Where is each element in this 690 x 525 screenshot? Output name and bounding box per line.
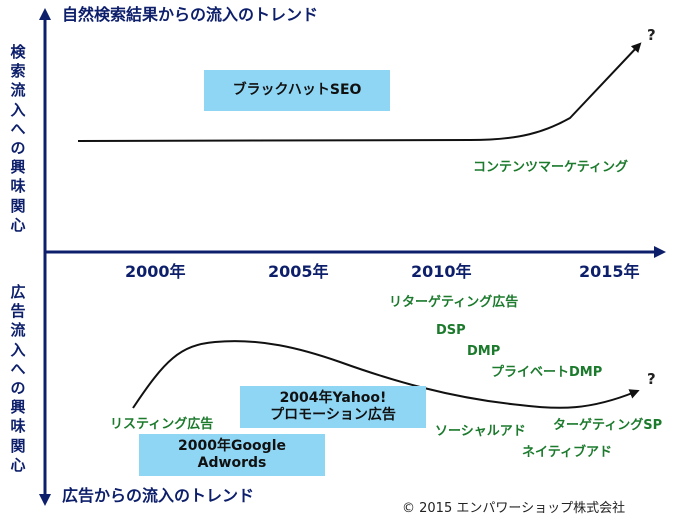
listing-ad-label: リスティング広告 — [110, 417, 214, 432]
yahoo-promo-line1: 2004年Yahoo! — [279, 389, 387, 406]
year-2000: 2000年 — [125, 262, 186, 281]
organic-trend-curve — [77, 42, 642, 142]
copyright: © 2015 エンパワーショップ株式会社 — [402, 501, 626, 516]
top-title: 自然検索結果からの流入のトレンド — [62, 5, 319, 24]
ad-trend-curve — [132, 340, 640, 409]
private-dmp-label: プライベートDMP — [491, 365, 603, 380]
year-2005: 2005年 — [268, 262, 329, 281]
bottom-axis-label: 広告流入への興味関心 — [10, 283, 26, 474]
blackhat-seo-box: ブラックハットSEO — [204, 70, 390, 111]
top-axis-label: 検索流入への興味関心 — [10, 43, 26, 234]
google-adwords-line2: Adwords — [197, 455, 267, 471]
targeting-sp-label: ターゲティングSP — [553, 418, 663, 433]
bottom-question-mark: ? — [647, 370, 656, 388]
bottom-title: 広告からの流入のトレンド — [62, 486, 255, 505]
blackhat-seo-label: ブラックハットSEO — [232, 81, 362, 98]
yahoo-promo-box: 2004年Yahoo! プロモーション広告 — [240, 386, 426, 428]
social-ad-label: ソーシャルアド — [435, 424, 526, 439]
yahoo-promo-line2: プロモーション広告 — [270, 407, 396, 423]
dmp-label: DMP — [467, 344, 501, 359]
year-2010: 2010年 — [411, 262, 472, 281]
native-ad-label: ネイティブアド — [522, 445, 612, 460]
content-marketing-label: コンテンツマーケティング — [473, 160, 628, 175]
dsp-label: DSP — [436, 323, 466, 338]
top-question-mark: ? — [647, 26, 656, 44]
year-2015: 2015年 — [579, 262, 640, 281]
retargeting-label: リターゲティング広告 — [389, 295, 519, 310]
google-adwords-line1: 2000年Google — [177, 437, 286, 454]
google-adwords-box: 2000年Google Adwords — [139, 434, 325, 476]
